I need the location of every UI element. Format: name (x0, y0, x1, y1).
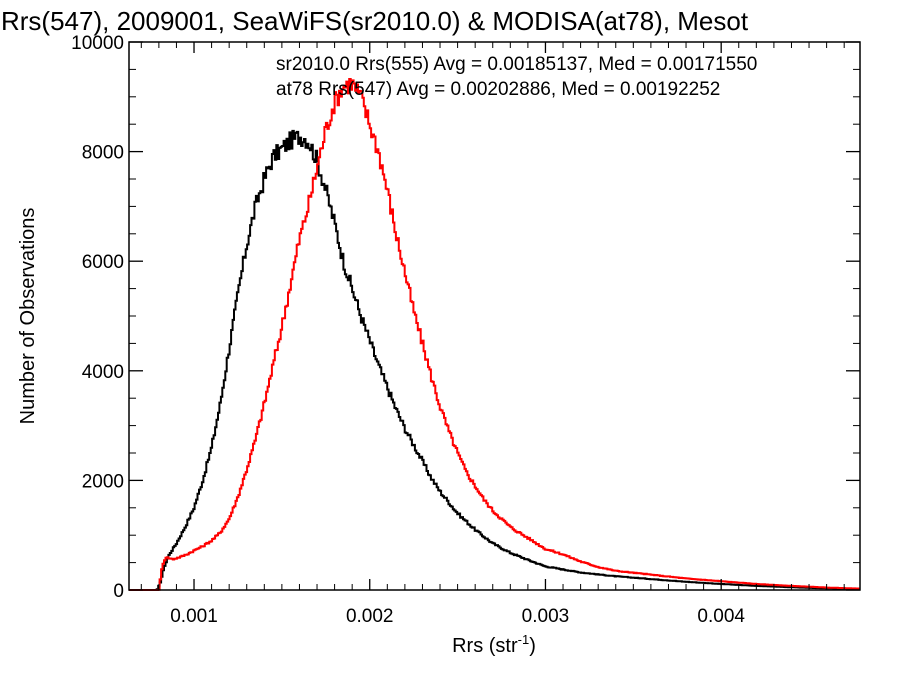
legend: sr2010.0 Rrs(555) Avg = 0.00185137, Med … (276, 54, 757, 100)
x-axis-label: Rrs (str-1) (452, 632, 536, 657)
y-axis-label: Number of Observations (17, 208, 39, 425)
series-layer (129, 78, 860, 591)
series-line-1 (129, 78, 860, 591)
y-tick-label: 0 (113, 581, 124, 602)
x-axis-label-main: Rrs (str (452, 635, 518, 657)
legend-entry-sr2010: sr2010.0 Rrs(555) Avg = 0.00185137, Med … (276, 54, 757, 75)
x-tick-label: 0.003 (522, 606, 570, 627)
plot-frame (128, 41, 861, 591)
y-tick-label: 4000 (82, 362, 124, 383)
x-tick-label: 0.004 (697, 606, 745, 627)
x-tick-label: 0.002 (346, 606, 394, 627)
y-tick-label: 2000 (82, 471, 124, 492)
y-tick-label: 6000 (82, 252, 124, 273)
axes-layer: 0.001 0.002 0.003 0.004 0 2000 4000 6000 8000 100… (71, 33, 860, 627)
chart-title: Rrs(547), 2009001, SeaWiFS(sr2010.0) & M… (1, 6, 749, 36)
y-tick-label: 8000 (82, 143, 124, 164)
x-axis-label-superscript: -1 (518, 632, 530, 647)
y-tick-label: 10000 (71, 33, 124, 54)
legend-entry-at78: at78 Rrs(547) Avg = 0.00202886, Med = 0.… (276, 79, 720, 100)
series-line-0 (129, 129, 860, 591)
x-axis-label-tail: ) (529, 635, 536, 657)
x-tick-label: 0.001 (170, 606, 218, 627)
